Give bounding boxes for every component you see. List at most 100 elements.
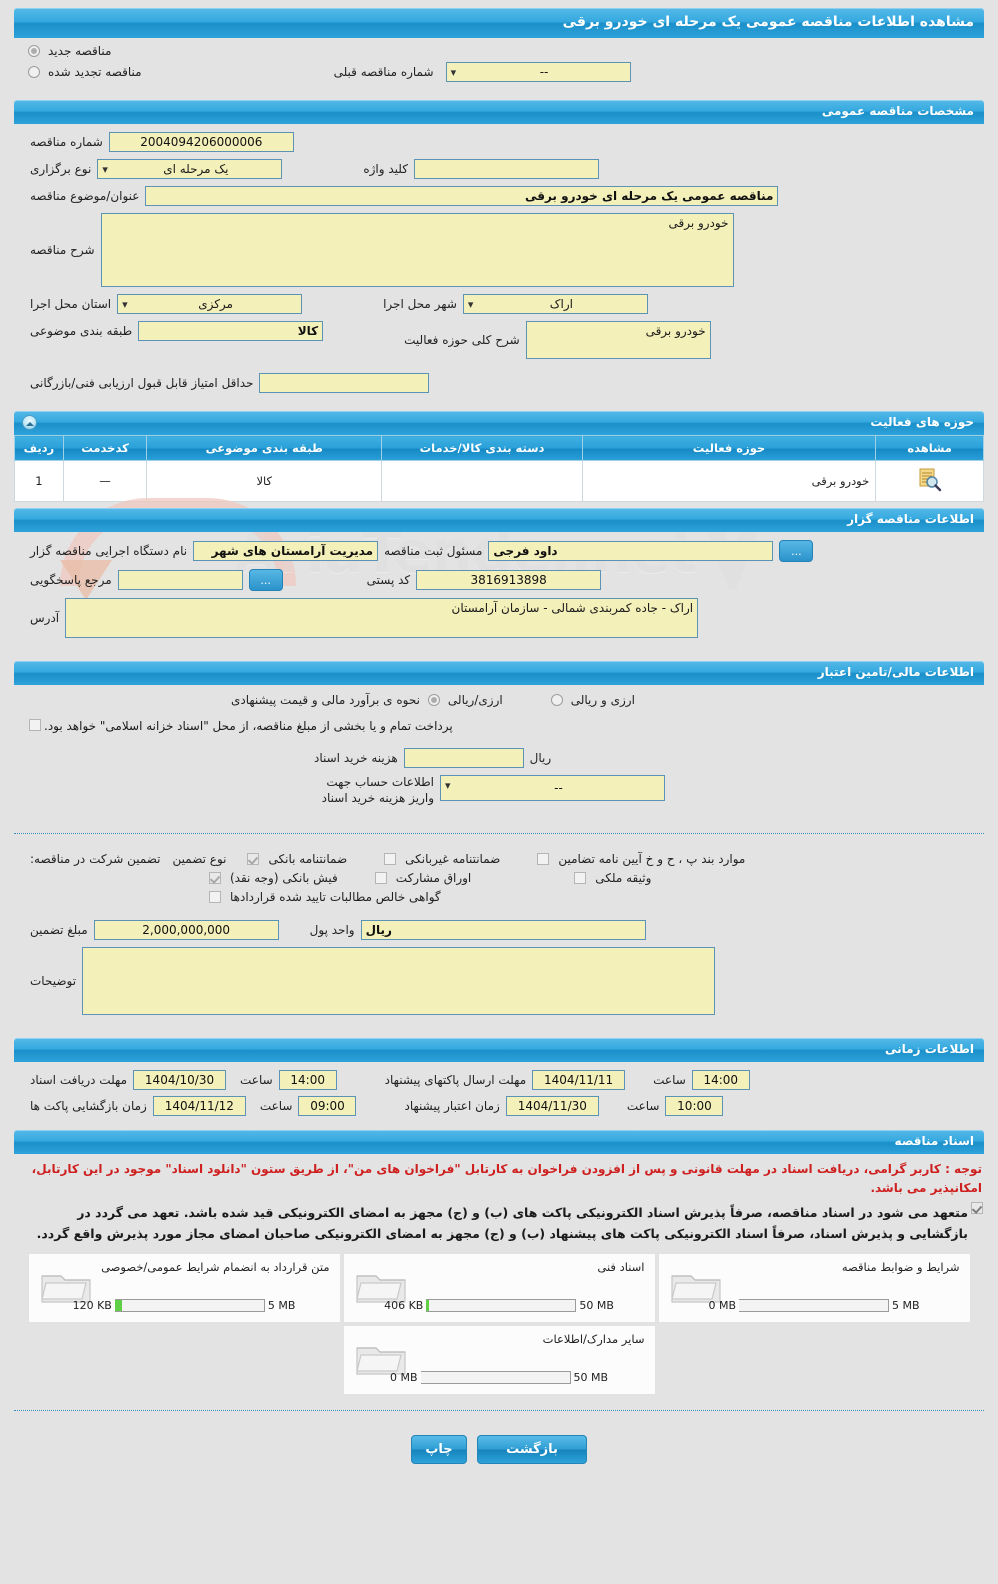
documents-commitment-checkbox[interactable] (971, 1201, 983, 1214)
treasury-note-checkbox[interactable] (29, 719, 41, 731)
min-score-input[interactable] (259, 373, 430, 393)
folder-icon (354, 1266, 408, 1306)
province-select[interactable]: مرکزی (117, 294, 303, 314)
opening-date-input[interactable]: 1404/11/12 (152, 1096, 246, 1117)
document-card-size: 406 KB (384, 1299, 424, 1313)
subject-input[interactable]: مناقصه عمومی یک مرحله ای خودرو برقی (145, 186, 779, 206)
opening-hour-label: ساعت (259, 1099, 293, 1114)
org-browse-button[interactable]: ... (779, 540, 814, 562)
postal-code-input[interactable]: 3816913898 (416, 570, 602, 590)
holding-type-select[interactable]: یک مرحله ای (97, 159, 283, 179)
document-card-label: سایر مدارک/اطلاعات (542, 1332, 645, 1347)
row-view-cell[interactable] (875, 460, 984, 502)
document-card-label: شرایط و ضوابط مناقصه (841, 1260, 960, 1275)
contact-input[interactable] (117, 570, 243, 590)
registrar-input[interactable]: داود فرجی (488, 541, 774, 561)
document-card-meter: 406 KB 50 MB (352, 1299, 647, 1313)
magnifier-document-icon[interactable] (917, 467, 943, 496)
document-card[interactable]: سایر مدارک/اطلاعات 0 MB 50 MB (342, 1325, 656, 1396)
radio-new-tender-label: مناقصه جدید (48, 44, 112, 58)
proposal-send-date-input[interactable]: 1404/11/11 (532, 1070, 626, 1091)
folder-icon (39, 1266, 93, 1306)
guarantee-option-4-checkbox[interactable] (209, 872, 221, 885)
proposal-send-time-input[interactable]: 14:00 (691, 1070, 750, 1091)
guarantee-option-2-checkbox[interactable] (384, 853, 397, 866)
doc-receive-time-input[interactable]: 14:00 (278, 1070, 337, 1091)
currency-unit-label: واحد پول (309, 923, 355, 938)
guarantee-notes-textarea[interactable] (82, 947, 716, 1016)
city-select[interactable]: اراک (462, 294, 648, 314)
opening-time-input[interactable]: 09:00 (298, 1096, 357, 1117)
contact-browse-button[interactable]: ... (248, 569, 283, 591)
row-subject-class: کالا (146, 460, 383, 502)
doc-receive-date-input[interactable]: 1404/10/30 (133, 1070, 227, 1091)
validity-time-input[interactable]: 10:00 (665, 1096, 724, 1117)
subject-classification-input[interactable]: کالا (138, 321, 324, 341)
radio-renewed-tender-label: مناقصه تجدید شده (48, 65, 142, 79)
radio-new-tender[interactable] (28, 45, 40, 57)
back-button[interactable]: بازگشت (477, 1435, 587, 1465)
radio-renewed-tender[interactable] (28, 66, 40, 78)
description-textarea[interactable]: خودرو برقی (100, 213, 734, 287)
address-textarea[interactable]: اراک - جاده کمربندی شمالی - سازمان آرامس… (65, 598, 699, 638)
timing-panel: 14:00 ساعت 1404/11/11 مهلت ارسال پاکتهای… (14, 1062, 984, 1124)
row-goods-class (381, 460, 583, 502)
min-score-label: حداقل امتیاز قابل قبول ارزیابی فنی/بازرگ… (30, 376, 254, 390)
holding-type-row: کلید واژه یک مرحله ای نوع برگزاری (20, 159, 978, 179)
validity-label: زمان اعتبار پیشنهاد (404, 1099, 500, 1114)
divider-finance (14, 833, 984, 835)
subject-label: عنوان/موضوع مناقصه (30, 189, 140, 203)
guarantee-notes-row: توضیحات (20, 947, 978, 1016)
keyword-input[interactable] (413, 159, 599, 179)
col-index: ردیف (14, 435, 64, 461)
document-card-max: 5 MB (892, 1299, 920, 1313)
tender-number-label: شماره مناقصه (30, 135, 103, 149)
guarantee-option-7-checkbox[interactable] (209, 891, 221, 904)
guarantee-option-5-checkbox[interactable] (374, 872, 387, 885)
guarantee-option-3-checkbox[interactable] (537, 853, 550, 866)
registrar-label: مسئول ثبت مناقصه (384, 544, 483, 558)
previous-tender-number-select[interactable]: -- (445, 62, 631, 82)
organizer-section-title: اطلاعات مناقصه گزار (847, 512, 974, 526)
radio-currency-and-rial[interactable] (550, 694, 563, 706)
guarantee-participation-label: تضمین شرکت در مناقصه: (30, 852, 161, 867)
tender-number-input[interactable]: 2004094206000006 (108, 132, 294, 152)
document-card-size: 120 KB (72, 1299, 112, 1313)
guarantee-option-7-label: گواهی خالص مطالبات تایید شده قراردادها (230, 890, 441, 905)
contact-row: 3816913898 کد پستی ... مرجع پاسخگویی (20, 569, 978, 591)
document-card[interactable]: اسناد فنی 406 KB 50 MB (342, 1253, 656, 1324)
guarantee-option-6-checkbox[interactable] (574, 872, 587, 885)
account-info-row: -- اطلاعات حساب جهت واریز هزینه خرید اسن… (20, 775, 978, 806)
organizer-section-bar: اطلاعات مناقصه گزار (14, 508, 984, 532)
table-row: خودرو برقی کالا — 1 (14, 460, 984, 502)
timing-row-2: 10:00 ساعت 1404/11/30 زمان اعتبار پیشنها… (20, 1096, 978, 1117)
validity-date-input[interactable]: 1404/11/30 (505, 1096, 599, 1117)
collapse-icon[interactable] (22, 415, 37, 430)
activity-description-textarea[interactable]: خودرو برقی (525, 321, 711, 359)
divider-documents (14, 1410, 984, 1412)
radio-currency-rial[interactable] (427, 694, 440, 706)
account-info-select[interactable]: -- (440, 775, 665, 802)
postal-code-label: کد پستی (366, 573, 411, 587)
col-subject-class: طبقه بندی موضوعی (146, 435, 383, 461)
guarantee-amount-input[interactable]: 2,000,000,000 (93, 920, 279, 941)
document-card[interactable]: شرایط و ضوابط مناقصه 0 MB 5 MB (657, 1253, 971, 1324)
doc-receive-label: مهلت دریافت اسناد (30, 1073, 128, 1088)
documents-bold-note: متعهد می شود در اسناد مناقصه، صرفاً پذیر… (36, 1204, 968, 1241)
finance-panel: ارزی و ریالی ارزی/ریالی نحوه ی برآورد ما… (14, 685, 984, 823)
org-name-input[interactable]: مدیریت آرامستان های شهر (193, 541, 379, 561)
doc-cost-input[interactable] (403, 748, 524, 769)
document-card-max: 50 MB (579, 1299, 614, 1313)
col-view: مشاهده (875, 435, 984, 461)
currency-unit-input[interactable]: ریال (360, 920, 646, 941)
documents-bold-note-wrap: متعهد می شود در اسناد مناقصه، صرفاً پذیر… (0, 1198, 998, 1245)
doc-cost-label: هزینه خرید اسناد (314, 751, 398, 766)
col-service-code: کدخدمت (62, 435, 148, 461)
guarantee-option-1-checkbox[interactable] (247, 853, 260, 866)
tender-type-new-row: مناقصه جدید (20, 44, 978, 58)
document-card[interactable]: متن قرارداد به انضمام شرایط عمومی/خصوصی … (27, 1253, 341, 1324)
print-button[interactable]: چاپ (411, 1435, 467, 1465)
documents-section-bar: اسناد مناقصه (14, 1130, 984, 1155)
proposal-send-label: مهلت ارسال پاکتهای پیشنهاد (384, 1073, 527, 1088)
document-card-max: 50 MB (573, 1371, 609, 1385)
